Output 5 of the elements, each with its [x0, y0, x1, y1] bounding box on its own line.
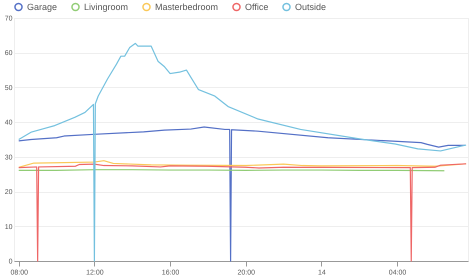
legend-label: Outside	[295, 2, 326, 12]
legend-label: Office	[245, 2, 268, 12]
legend-label: Masterbedroom	[155, 2, 218, 12]
legend-label: Livingroom	[84, 2, 128, 12]
legend-label: Garage	[27, 2, 58, 12]
